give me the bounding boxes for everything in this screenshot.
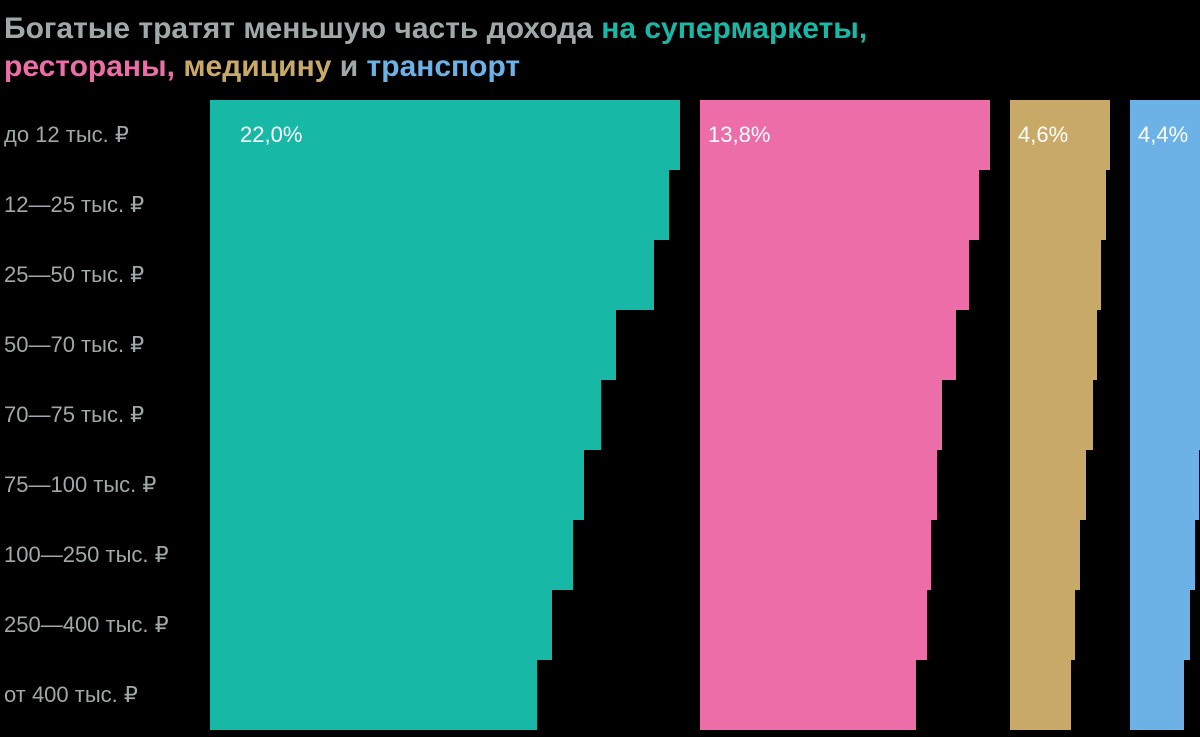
bar [700,660,916,730]
y-label: 50—70 тыс. ₽ [4,332,144,358]
bar-row [1010,240,1101,310]
bar-row [1130,660,1184,730]
bar [210,520,573,590]
bar-row [700,450,937,520]
bar-row [210,520,573,590]
bar-row [700,590,927,660]
bar-row [210,240,654,310]
bar-row [1010,380,1093,450]
bar-row [210,380,601,450]
bar-row [210,310,616,380]
bar-row [1130,520,1195,590]
bar-row [700,240,969,310]
bar-row [1130,590,1190,660]
bar-row [1130,240,1200,310]
y-label: от 400 тыс. ₽ [4,682,138,708]
bar [700,170,979,240]
bar [1010,450,1086,520]
title-and: и [331,50,366,83]
title-transport: транспорт [367,50,521,83]
bar [210,310,616,380]
bar-row [1130,380,1200,450]
bar-row [1010,590,1075,660]
title-prefix: Богатые тратят меньшую часть дохода [4,12,601,45]
bar-row [1010,450,1086,520]
bar [1130,170,1200,240]
bar-row [1010,660,1071,730]
bar [1130,590,1190,660]
bar-row [700,380,942,450]
bar-row [700,660,916,730]
y-label: 70—75 тыс. ₽ [4,402,144,428]
bar [1130,240,1200,310]
title-supermarkets: на супермаркеты, [601,12,867,45]
title-restaurants: рестораны, [4,50,175,83]
chart-area: до 12 тыс. ₽ 12—25 тыс. ₽ 25—50 тыс. ₽ 50—7… [0,100,1200,737]
bar [210,240,654,310]
bar [700,380,942,450]
chart-title: Богатые тратят меньшую часть дохода на с… [4,10,867,85]
bar-row [210,450,584,520]
bar [210,660,537,730]
y-label: 250—400 тыс. ₽ [4,612,169,638]
series-value-label: 4,6% [1018,122,1068,148]
bar-row [210,660,537,730]
bar [1010,170,1106,240]
series-value-label: 13,8% [708,122,770,148]
bar-row [1010,310,1097,380]
series-value-label: 22,0% [240,122,302,148]
bar-row [1130,450,1199,520]
series-value-label: 4,4% [1138,122,1188,148]
bar [210,590,552,660]
bar [1010,520,1080,590]
bar-row [1130,310,1200,380]
bar-row [210,170,669,240]
bar [210,450,584,520]
bar [1010,380,1093,450]
y-label: 12—25 тыс. ₽ [4,192,144,218]
y-label: 75—100 тыс. ₽ [4,472,156,498]
y-label: 100—250 тыс. ₽ [4,542,169,568]
bar [1130,520,1195,590]
bar [700,240,969,310]
chart-bars: 22,0% 13,8% 4,6% 4,4% [210,100,1200,737]
bar-row [700,310,956,380]
bar-row [1010,520,1080,590]
bar-row [700,170,979,240]
bar [1130,380,1200,450]
bar [700,310,956,380]
bar [700,520,931,590]
bar [210,380,601,450]
bar [1010,590,1075,660]
bar [700,450,937,520]
title-medicine: медицину [183,50,331,83]
bar-row [1010,170,1106,240]
bar [1130,450,1199,520]
bar [1010,240,1101,310]
bar-row [700,520,931,590]
bar [700,590,927,660]
bar [210,170,669,240]
y-label: 25—50 тыс. ₽ [4,262,144,288]
bar [1130,660,1184,730]
bar [1010,310,1097,380]
bar-row [1130,170,1200,240]
bar-row [210,590,552,660]
bar [1130,310,1200,380]
bar [1010,660,1071,730]
y-label: до 12 тыс. ₽ [4,122,129,148]
